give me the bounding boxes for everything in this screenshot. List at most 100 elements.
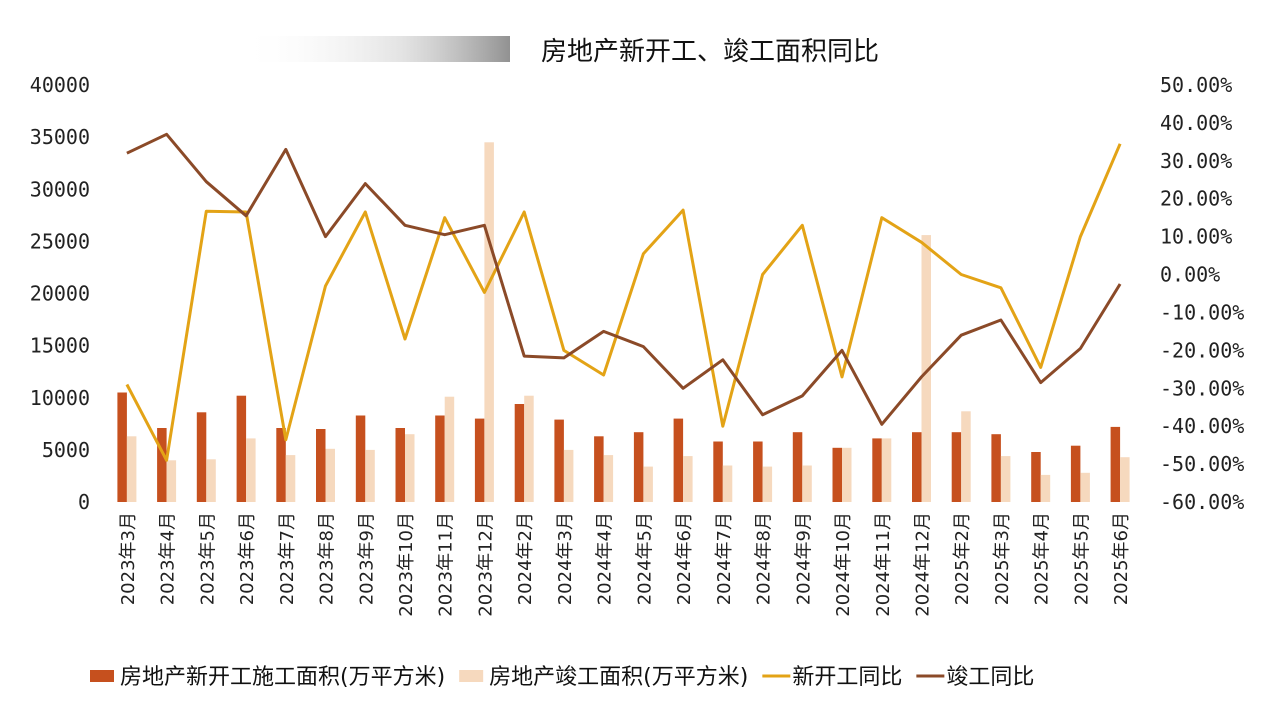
right-tick-label: 0.00% xyxy=(1160,263,1220,287)
x-tick-label: 2023年6月 xyxy=(237,512,258,605)
x-tick-label: 2024年2月 xyxy=(515,512,536,605)
bar-completion xyxy=(643,466,653,502)
x-tick-label: 2024年4月 xyxy=(595,512,616,605)
legend: 房地产新开工施工面积(万平方米) 房地产竣工面积(万平方米) 新开工同比 竣工同比 xyxy=(90,665,1034,690)
x-tick-label: 2025年5月 xyxy=(1071,512,1092,605)
bar-new-start xyxy=(673,418,684,502)
bar-new-start xyxy=(991,434,1001,502)
right-tick-label: 30.00% xyxy=(1160,149,1232,173)
x-tick-label: 2024年7月 xyxy=(714,512,735,605)
bar-new-start xyxy=(792,432,803,502)
x-tick-label: 2023年12月 xyxy=(475,512,496,617)
left-tick-label: 20000 xyxy=(30,282,90,306)
title-blur-artifact xyxy=(240,36,510,62)
right-tick-label: -30.00% xyxy=(1160,376,1244,400)
x-tick-label: 2024年12月 xyxy=(912,512,933,617)
legend-label: 新开工同比 xyxy=(792,665,902,690)
bar-new-start xyxy=(514,404,525,502)
x-tick-label: 2023年8月 xyxy=(317,512,338,605)
right-tick-label: 40.00% xyxy=(1160,111,1232,135)
bar-completion xyxy=(802,465,812,502)
x-tick-label: 2023年7月 xyxy=(277,512,298,605)
right-tick-label: -50.00% xyxy=(1160,452,1244,476)
bar-completion xyxy=(881,438,892,502)
right-tick-label: -40.00% xyxy=(1160,414,1244,438)
bar-completion xyxy=(484,142,494,503)
bar-completion xyxy=(722,465,733,502)
bar-completion xyxy=(325,448,335,502)
bar-new-start xyxy=(753,441,763,502)
left-tick-label: 40000 xyxy=(30,73,90,97)
x-tick-label: 2024年11月 xyxy=(873,512,894,617)
x-tick-label: 2025年3月 xyxy=(992,512,1013,605)
bar-new-start xyxy=(395,428,405,502)
bar-completion xyxy=(1080,472,1090,502)
x-tick-label: 2023年4月 xyxy=(158,512,179,605)
bar-new-start xyxy=(196,412,207,502)
left-tick-label: 0 xyxy=(78,490,90,514)
bar-new-start xyxy=(1031,452,1041,502)
bar-completion xyxy=(842,447,852,502)
bar-completion xyxy=(603,455,614,502)
bar-completion xyxy=(563,449,574,502)
chart-title: 房地产新开工、竣工面积同比 xyxy=(541,37,879,67)
bar-new-start xyxy=(1070,445,1081,502)
bar-new-start xyxy=(554,419,564,502)
left-tick-label: 35000 xyxy=(30,125,90,149)
bar-completion xyxy=(166,460,177,502)
x-tick-label: 2023年11月 xyxy=(436,512,457,617)
x-tick-label: 2024年6月 xyxy=(674,512,695,605)
line-series xyxy=(125,132,1122,462)
left-tick-label: 30000 xyxy=(30,177,90,201)
left-tick-label: 10000 xyxy=(30,386,90,410)
x-tick-label: 2024年10月 xyxy=(833,512,854,617)
bar-new-start xyxy=(474,418,485,502)
x-tick-label: 2025年2月 xyxy=(952,512,973,605)
left-tick-label: 15000 xyxy=(30,334,90,358)
bar-new-start xyxy=(276,428,286,502)
legend-swatch xyxy=(90,670,114,682)
bar-completion xyxy=(126,436,137,502)
bar-completion xyxy=(365,449,375,502)
bar-completion xyxy=(285,455,296,502)
bar-new-start xyxy=(157,428,167,502)
bar-new-start xyxy=(594,436,604,502)
right-tick-label: 10.00% xyxy=(1160,225,1232,249)
bar-completion xyxy=(762,466,773,502)
bar-new-start xyxy=(633,432,644,502)
bar-new-start xyxy=(316,429,326,502)
left-tick-label: 25000 xyxy=(30,229,90,253)
bar-completion xyxy=(524,395,534,502)
right-tick-label: 20.00% xyxy=(1160,187,1232,211)
bar-completion xyxy=(246,438,256,502)
right-tick-label: 50.00% xyxy=(1160,73,1232,97)
bar-completion xyxy=(405,434,415,502)
bar-completion xyxy=(683,456,693,502)
bar-new-start xyxy=(1110,426,1121,502)
right-axis: -60.00% -50.00% -40.00% -30.00% -20.00% -10.0… xyxy=(1160,73,1244,514)
bar-new-start xyxy=(912,432,922,502)
x-tick-label: 2023年5月 xyxy=(197,512,218,605)
bar-completion xyxy=(444,396,455,502)
x-tick-label: 2024年3月 xyxy=(555,512,576,605)
bar-new-start xyxy=(355,415,366,502)
bar-new-start xyxy=(435,415,445,502)
left-tick-label: 5000 xyxy=(42,438,90,462)
x-tick-label: 2024年5月 xyxy=(634,512,655,605)
legend-label: 房地产竣工面积(万平方米) xyxy=(489,665,748,690)
bar-completion xyxy=(1040,474,1051,502)
bar-series xyxy=(117,142,1130,503)
x-tick-label: 2023年3月 xyxy=(118,512,139,605)
legend-label: 房地产新开工施工面积(万平方米) xyxy=(120,665,445,690)
legend-swatch xyxy=(459,670,484,682)
bar-completion xyxy=(1120,457,1130,502)
x-tick-label: 2023年9月 xyxy=(356,512,377,605)
x-tick-label: 2023年10月 xyxy=(396,512,417,617)
bar-new-start xyxy=(117,392,127,502)
right-tick-label: -10.00% xyxy=(1160,300,1244,324)
line-new-start-yoy xyxy=(125,143,1122,462)
legend-label: 竣工同比 xyxy=(946,665,1034,690)
x-axis: 2023年3月 2023年4月 2023年5月 2023年6月 2023年7月 2023年… xyxy=(118,512,1132,617)
bar-completion xyxy=(1000,456,1011,502)
